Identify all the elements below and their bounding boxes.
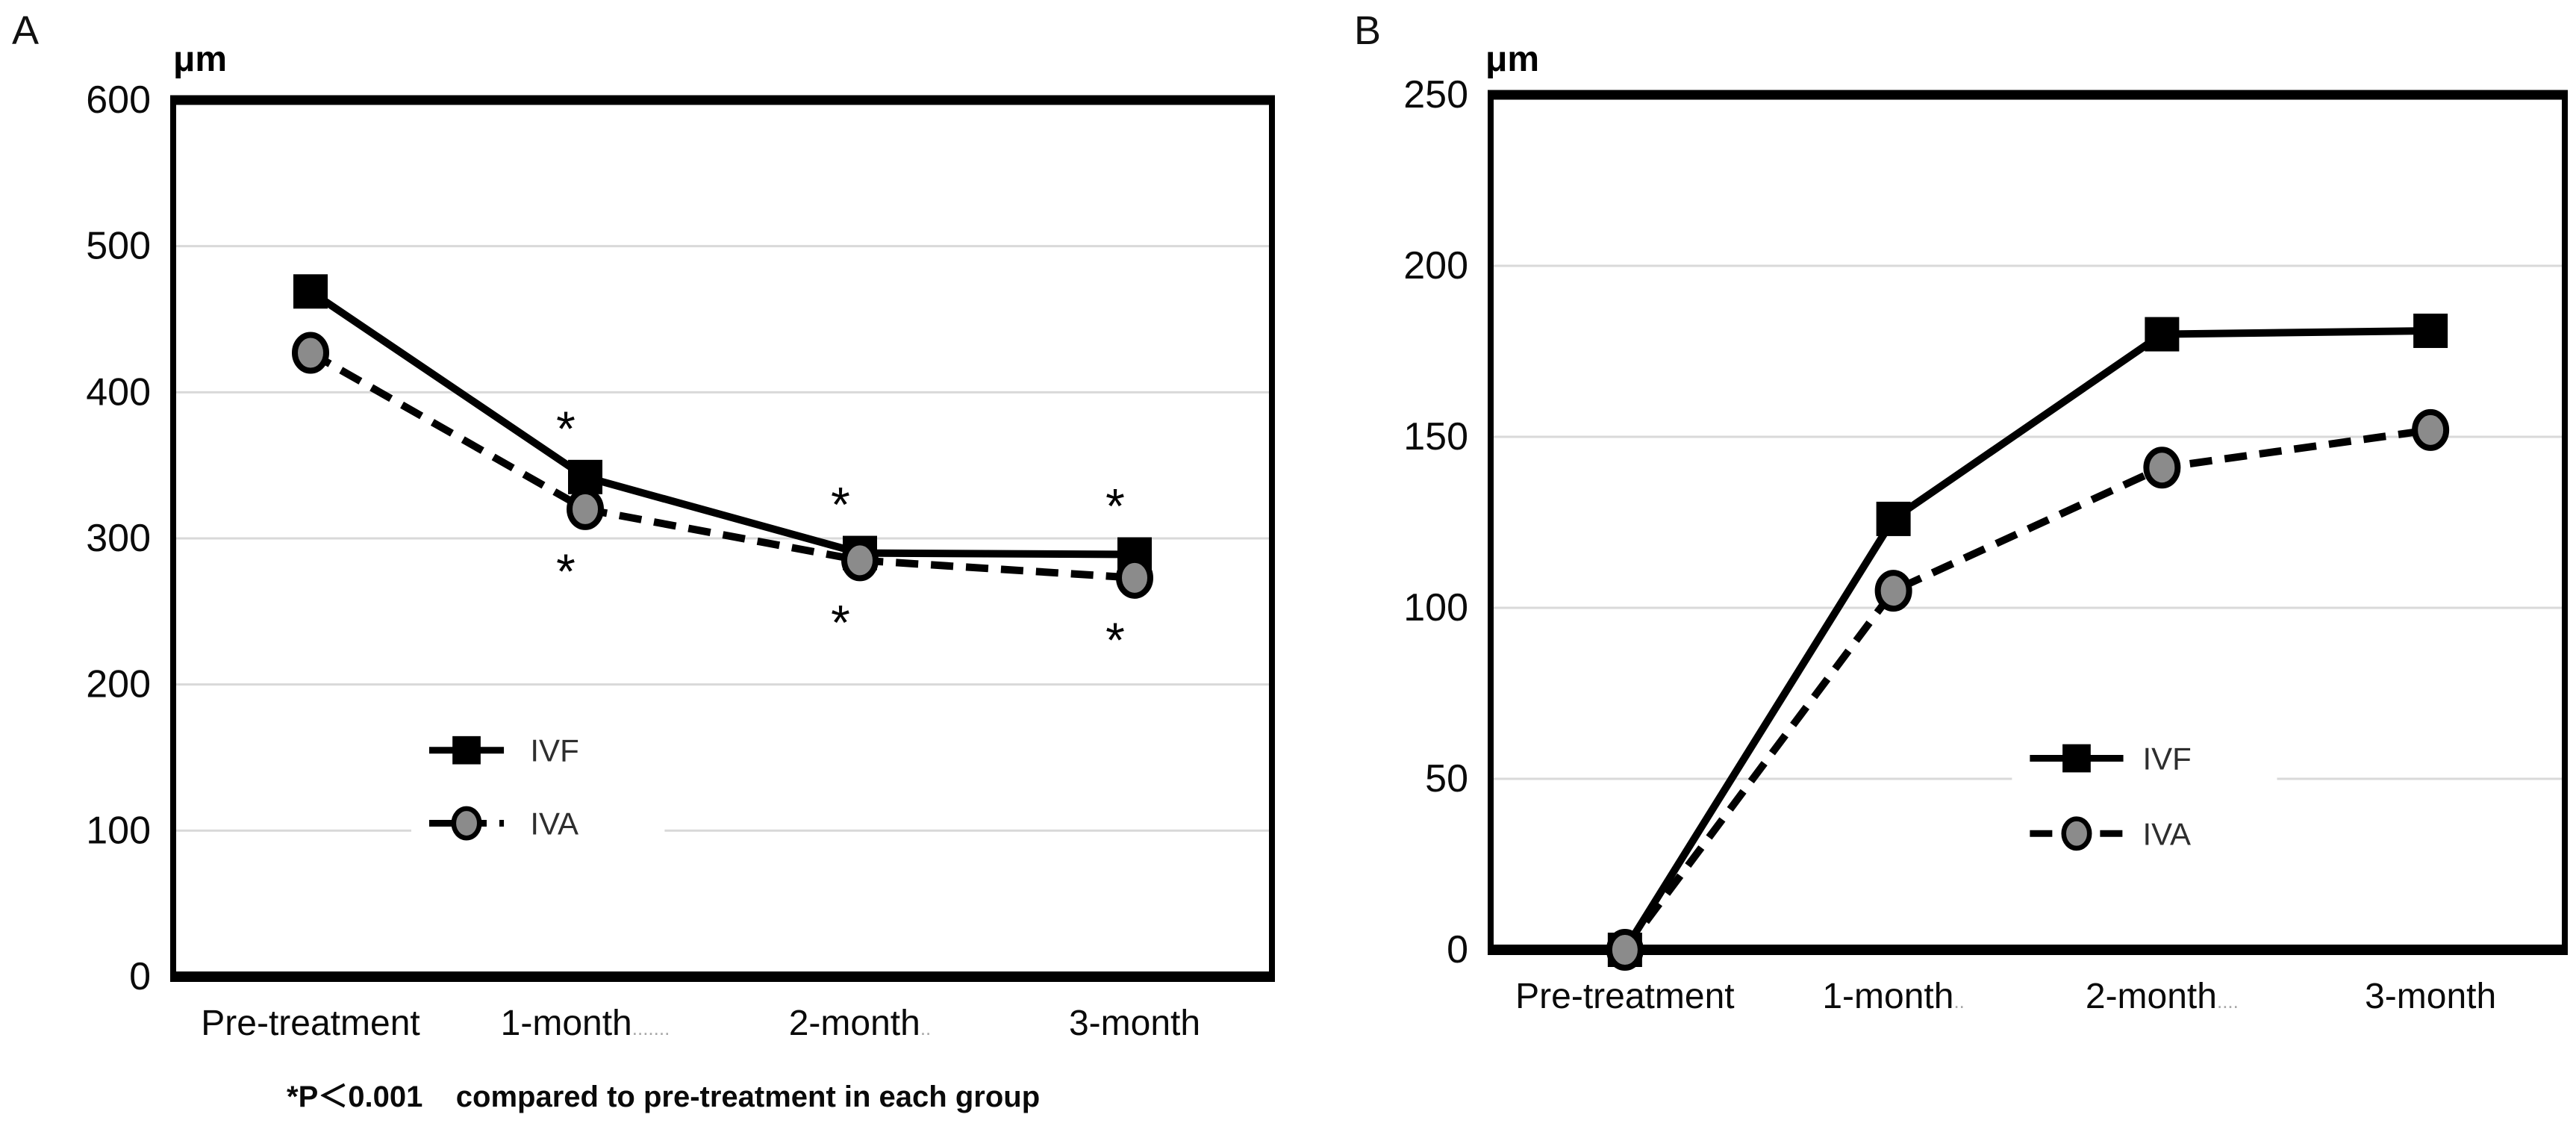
y-tick-label: 150 <box>1403 415 1468 458</box>
legend-label-iva: IVA <box>530 806 578 842</box>
significance-footnote: *P＜0.001 compared to pre-treatment in ea… <box>287 1080 1041 1113</box>
series-iva-circle-marker <box>841 539 879 582</box>
y-tick-label: 0 <box>1447 928 1468 971</box>
significance-asterisk: * <box>556 544 576 599</box>
legend-ivf-square-marker <box>452 736 481 765</box>
y-tick-label: 100 <box>1403 586 1468 629</box>
series-ivf-square-marker <box>1876 501 1911 536</box>
x-category-label: 1-month....... <box>501 1004 670 1043</box>
series-line-ivf <box>308 288 1135 559</box>
legend-ivf-square-marker <box>2062 744 2091 773</box>
series-line-iva <box>1621 426 2431 952</box>
significance-asterisk: * <box>556 401 576 456</box>
significance-asterisk: * <box>831 477 850 532</box>
significance-asterisk: * <box>1105 479 1125 534</box>
x-category-label: 2-month.. <box>789 1004 932 1043</box>
series-iva-circle-marker <box>1874 570 1912 612</box>
series-line-iva <box>308 349 1135 582</box>
panel-b-letter: B <box>1354 8 1382 53</box>
panel-a-letter: A <box>12 8 40 53</box>
x-category-label: 3-month <box>1069 1004 1200 1043</box>
y-tick-label: 500 <box>86 225 151 268</box>
series-ivf-square-marker <box>293 274 328 309</box>
series-iva-circle-marker <box>2412 408 2450 451</box>
series-iva-circle-marker <box>1116 556 1153 599</box>
legend-iva-circle-marker <box>2061 816 2092 851</box>
panel-a-unit-label: μm <box>173 40 228 79</box>
series-ivf-square-marker <box>2145 317 2180 352</box>
legend-label-ivf: IVF <box>2142 741 2191 777</box>
legend-label-ivf: IVF <box>530 733 578 768</box>
y-tick-label: 100 <box>86 809 151 852</box>
series-iva-circle-marker <box>1606 929 1644 971</box>
series-iva-circle-marker <box>2143 447 2181 489</box>
significance-asterisk: * <box>831 594 850 650</box>
x-category-label: 3-month <box>2365 977 2496 1016</box>
x-category-label: Pre-treatment <box>1515 977 1734 1016</box>
y-tick-label: 0 <box>129 955 151 998</box>
y-tick-label: 300 <box>86 517 151 560</box>
series-line-ivf <box>1621 327 2431 952</box>
series-ivf-square-marker <box>2413 314 2448 349</box>
chart-a-canvas: 600 500 400 300 200 100 0 Pre-treatment 1-month.… <box>86 78 1275 1043</box>
legend-background <box>2012 717 2277 875</box>
x-category-label: 1-month.. <box>1822 977 1965 1016</box>
y-tick-label: 600 <box>86 78 151 122</box>
legend-label-iva: IVA <box>2142 816 2191 851</box>
panel-b-unit-label: μm <box>1485 40 1540 79</box>
chart-b-canvas: 250 200 150 100 50 0 Pre-treatment 1-month.. 2-m… <box>1403 73 2568 1016</box>
y-tick-label: 400 <box>86 370 151 414</box>
y-tick-label: 250 <box>1403 73 1468 116</box>
series-iva-circle-marker <box>292 332 329 374</box>
series-iva-circle-marker <box>567 488 604 530</box>
legend-iva-circle-marker <box>451 806 482 841</box>
y-tick-label: 200 <box>86 663 151 706</box>
y-tick-label: 50 <box>1425 757 1468 800</box>
x-category-label: Pre-treatment <box>201 1004 420 1043</box>
significance-asterisk: * <box>1105 612 1125 668</box>
x-category-label: 2-month.... <box>2086 977 2239 1016</box>
y-tick-label: 200 <box>1403 244 1468 287</box>
legend-background <box>411 709 665 865</box>
